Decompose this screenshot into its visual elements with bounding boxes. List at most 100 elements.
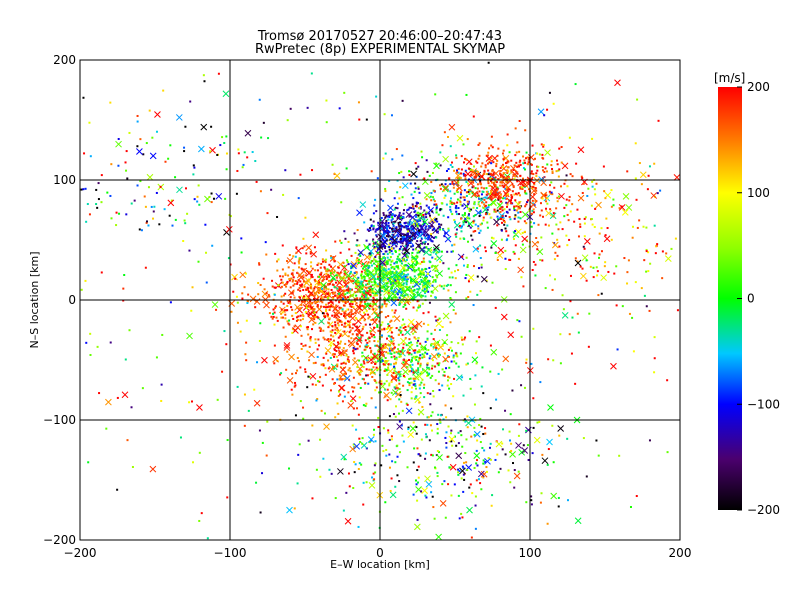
data-point-dot [301,283,304,286]
data-point-dot [298,262,301,265]
data-point-cross [507,331,515,339]
data-point-dot [331,378,334,381]
data-point-dot [618,454,621,457]
data-point-dot [417,306,420,309]
data-point-dot [447,227,450,230]
data-point-dot [477,227,480,230]
data-point-dot [435,274,438,277]
data-point-dot [311,169,314,172]
data-point-dot [546,522,549,525]
data-point-dot [488,192,491,195]
data-point-dot [452,250,455,253]
data-point-dot [394,249,397,252]
data-point-dot [549,208,552,211]
data-point-dot [449,297,452,300]
data-point-dot [365,279,368,282]
data-point-dot [324,373,327,376]
data-point-dot [410,278,413,281]
data-point-cross [500,296,508,303]
data-point-dot [422,241,425,244]
data-point-dot [342,347,345,350]
data-point-dot [586,194,589,197]
data-point-dot [411,363,414,366]
data-point-dot [441,384,444,387]
data-point-dot [494,193,497,196]
data-point-dot [485,201,488,204]
data-point-dot [363,362,366,365]
data-point-dot [489,344,492,347]
data-point-dot [414,222,417,225]
data-point-dot [342,304,345,307]
data-point-cross [448,301,456,308]
data-point-dot [160,399,163,402]
data-point-dot [392,282,395,285]
data-point-dot [491,168,494,171]
data-point-dot [355,244,358,247]
data-point-dot [266,420,269,423]
data-point-dot [539,214,542,217]
data-point-dot [468,207,471,210]
data-point-dot [464,177,467,180]
data-point-dot [504,257,507,260]
data-point-cross [472,245,480,253]
data-point-dot [315,311,318,314]
data-point-dot [405,402,408,405]
data-point-dot [334,331,337,334]
data-point-dot [452,182,455,185]
data-point-dot [585,259,588,262]
data-point-dot [348,326,351,329]
data-point-dot [575,162,578,165]
data-point-dot [501,184,504,187]
data-point-dot [377,283,380,286]
data-point-dot [513,209,516,212]
data-point-dot [364,345,367,348]
data-point-dot [291,393,294,396]
data-point-cross [551,241,559,249]
data-point-dot [447,483,450,486]
data-point-dot [523,220,526,223]
data-point-dot [458,177,461,180]
data-point-dot [376,277,379,280]
data-point-dot [216,398,219,401]
data-point-dot [280,316,283,319]
data-point-dot [354,312,357,315]
data-point-dot [360,274,363,277]
data-point-dot [383,298,386,301]
data-point-dot [377,265,380,268]
data-point-dot [417,249,420,252]
data-point-dot [344,325,347,328]
data-point-dot [466,426,469,429]
data-point-dot [443,480,446,483]
data-point-dot [370,361,373,364]
data-point-dot [348,360,351,363]
data-point-dot [591,223,594,226]
data-point-dot [499,193,502,196]
data-point-dot [412,297,415,300]
data-point-cross [459,467,466,475]
data-point-dot [380,306,383,309]
data-point-dot [325,272,328,275]
data-point-dot [501,214,504,217]
data-point-dot [533,222,536,225]
data-point-dot [442,418,445,421]
data-point-dot [363,279,366,282]
data-point-dot [604,234,607,237]
data-point-dot [391,231,394,234]
data-point-dot [470,536,473,539]
data-point-dot [313,308,316,311]
data-point-dot [310,317,313,320]
data-point-dot [254,160,257,163]
data-point-cross [477,196,485,204]
data-point-dot [487,206,490,209]
data-point-dot [333,314,336,317]
data-point-dot [512,250,515,253]
data-point-dot [407,325,410,328]
data-point-dot [204,223,207,226]
data-point-dot [425,198,428,201]
data-point-dot [400,291,403,294]
data-point-dot [408,173,411,176]
data-point-dot [396,274,399,277]
data-point-dot [450,201,453,204]
data-point-dot [497,372,500,375]
data-point-dot [516,141,519,144]
